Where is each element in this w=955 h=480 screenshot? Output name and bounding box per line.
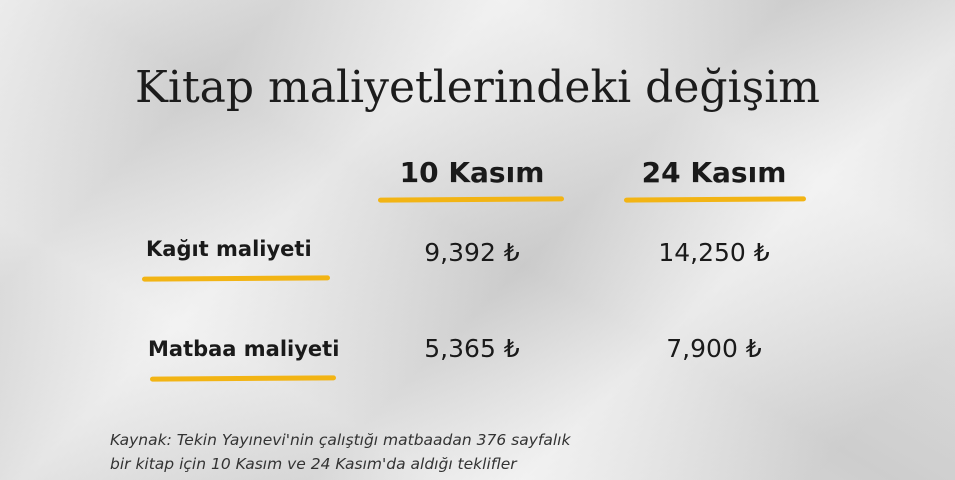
row-underline	[141, 275, 331, 282]
cell-matbaa-24-kasim: 7,900 ₺	[666, 334, 762, 363]
cell-kagit-10-kasim: 9,392 ₺	[424, 238, 520, 267]
row-label-matbaa: Matbaa maliyeti	[148, 337, 340, 361]
source-line-1: Kaynak: Tekin Yayınevi'nin çalıştığı mat…	[110, 431, 571, 449]
column-header-24-kasim: 24 Kasım	[641, 156, 787, 189]
cell-kagit-24-kasim: 14,250 ₺	[658, 238, 770, 267]
source-note: Kaynak: Tekin Yayınevi'nin çalıştığı mat…	[110, 428, 570, 476]
infographic-title: Kitap maliyetlerindeki değişim	[135, 62, 820, 113]
cell-matbaa-10-kasim: 5,365 ₺	[424, 334, 520, 363]
column-underline	[623, 196, 807, 203]
column-header-10-kasim: 10 Kasım	[399, 156, 545, 189]
source-line-2: bir kitap için 10 Kasım ve 24 Kasım'da a…	[110, 455, 517, 473]
row-label-kagit: Kağıt maliyeti	[146, 237, 312, 261]
column-underline	[377, 196, 565, 203]
row-underline	[149, 375, 337, 382]
